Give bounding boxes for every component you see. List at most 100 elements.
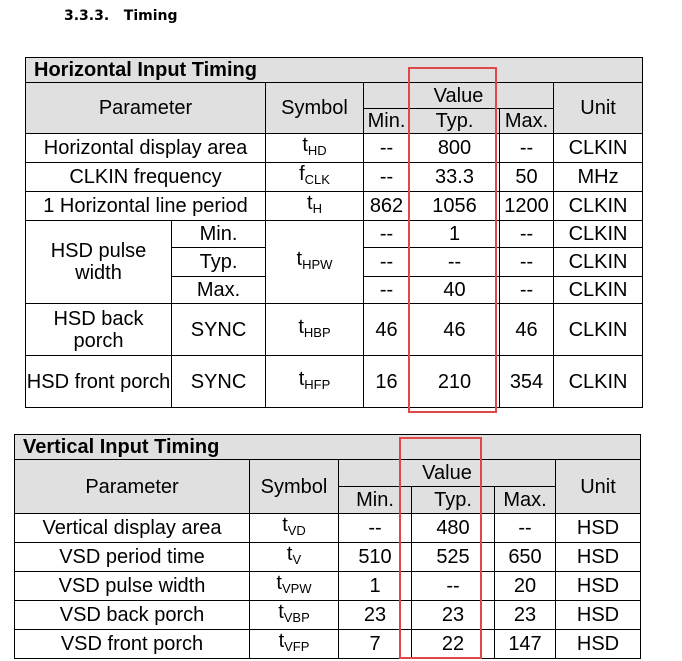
header-unit: Unit	[554, 459, 642, 514]
typ-cell: 40	[409, 276, 500, 304]
param-cell: Horizontal display area	[25, 133, 266, 163]
typ-cell: 1056	[409, 191, 500, 221]
header-unit: Unit	[552, 82, 644, 134]
max-cell: --	[499, 276, 554, 304]
symbol-cell: tHD	[265, 133, 364, 163]
condition-cell: Min.	[171, 220, 266, 248]
condition-cell: Typ.	[171, 247, 266, 277]
header-parameter: Parameter	[25, 82, 266, 134]
symbol-cell: tVD	[249, 513, 339, 543]
condition-cell: SYNC	[171, 355, 266, 408]
max-cell: --	[499, 220, 554, 248]
unit-cell: HSD	[554, 571, 642, 601]
table-row: VSD back porch tVBP 23 23 23 HSD	[14, 600, 642, 630]
min-cell: 46	[363, 303, 410, 356]
symbol-cell: tVPW	[249, 571, 339, 601]
unit-cell: CLKIN	[552, 133, 644, 163]
table-row: VSD period time tV 510 525 650 HSD	[14, 542, 642, 572]
section-heading: 3.3.3. Timing	[64, 8, 178, 24]
min-cell: --	[338, 513, 412, 543]
symbol-cell: tHBP	[265, 303, 364, 356]
min-cell: 1	[338, 571, 412, 601]
header-value: Value	[338, 459, 556, 487]
min-cell: --	[363, 276, 410, 304]
condition-cell: Max.	[171, 276, 266, 304]
header-symbol: Symbol	[265, 82, 364, 134]
header-typ: Typ.	[411, 486, 495, 514]
header-max: Max.	[499, 108, 554, 134]
table-row: VSD front porch tVFP 7 22 147 HSD	[14, 629, 642, 659]
max-cell: --	[499, 133, 554, 163]
param-cell: HSD front porch	[25, 355, 172, 408]
table-row: Vertical display area tVD -- 480 -- HSD	[14, 513, 642, 543]
unit-cell: CLKIN	[552, 191, 644, 221]
header-min: Min.	[338, 486, 412, 514]
symbol-cell: fCLK	[265, 162, 364, 192]
table-row: CLKIN frequency fCLK -- 33.3 50 MHz	[25, 162, 644, 192]
min-cell: 7	[338, 629, 412, 659]
table-row: Max. -- 40 -- CLKIN	[26, 276, 644, 304]
max-cell: 650	[494, 542, 556, 572]
typ-cell: 33.3	[409, 162, 500, 192]
max-cell: 23	[494, 600, 556, 630]
min-cell: 23	[338, 600, 412, 630]
min-cell: 510	[338, 542, 412, 572]
vertical-table-title: Vertical Input Timing	[13, 434, 642, 460]
header-value: Value	[363, 82, 554, 109]
min-cell: 16	[363, 355, 410, 408]
typ-cell: 46	[409, 303, 500, 356]
header-parameter: Parameter	[14, 459, 250, 514]
condition-cell: SYNC	[171, 303, 266, 356]
param-cell: 1 Horizontal line period	[25, 191, 266, 221]
table-row: Typ. -- -- -- CLKIN	[26, 247, 644, 277]
symbol-cell: tV	[249, 542, 339, 572]
typ-cell: 22	[411, 629, 495, 659]
typ-cell: 480	[411, 513, 495, 543]
param-cell: VSD back porch	[14, 600, 250, 630]
param-cell: HSD back porch	[25, 303, 172, 356]
max-cell: 147	[494, 629, 556, 659]
min-cell: --	[363, 133, 410, 163]
unit-cell: MHz	[552, 162, 644, 192]
header-max: Max.	[494, 486, 556, 514]
unit-cell: CLKIN	[552, 220, 644, 248]
param-cell: VSD pulse width	[14, 571, 250, 601]
unit-cell: HSD	[554, 542, 642, 572]
symbol-cell: tVBP	[249, 600, 339, 630]
table-row: HSD pulse width Min. tHPW -- 1 -- CLKIN	[25, 220, 644, 304]
param-cell: CLKIN frequency	[25, 162, 266, 192]
max-cell: 20	[494, 571, 556, 601]
max-cell: 50	[499, 162, 554, 192]
typ-cell: --	[409, 247, 500, 277]
typ-cell: 23	[411, 600, 495, 630]
table-row: HSD front porch SYNC tHFP 16 210 354 CLK…	[25, 355, 644, 408]
symbol-cell: tVFP	[249, 629, 339, 659]
vertical-timing-table: Vertical Input Timing Parameter Symbol V…	[13, 434, 642, 659]
table-row: Horizontal display area tHD -- 800 -- CL…	[25, 133, 644, 163]
table-row: VSD pulse width tVPW 1 -- 20 HSD	[14, 571, 642, 601]
typ-cell: 800	[409, 133, 500, 163]
max-cell: 354	[499, 355, 554, 408]
unit-cell: CLKIN	[552, 247, 644, 277]
typ-cell: 1	[409, 220, 500, 248]
symbol-cell: tHPW	[265, 220, 364, 304]
param-cell: Vertical display area	[14, 513, 250, 543]
max-cell: 46	[499, 303, 554, 356]
typ-cell: 525	[411, 542, 495, 572]
unit-cell: CLKIN	[552, 303, 644, 356]
unit-cell: HSD	[554, 513, 642, 543]
max-cell: --	[494, 513, 556, 543]
header-symbol: Symbol	[249, 459, 339, 514]
param-cell: VSD period time	[14, 542, 250, 572]
unit-cell: HSD	[554, 629, 642, 659]
unit-cell: HSD	[554, 600, 642, 630]
table-row: HSD back porch SYNC tHBP 46 46 46 CLKIN	[25, 303, 644, 356]
min-cell: --	[363, 162, 410, 192]
typ-cell: --	[411, 571, 495, 601]
symbol-cell: tHFP	[265, 355, 364, 408]
param-cell: VSD front porch	[14, 629, 250, 659]
max-cell: --	[499, 247, 554, 277]
max-cell: 1200	[499, 191, 554, 221]
min-cell: --	[363, 220, 410, 248]
header-min: Min.	[363, 108, 410, 134]
